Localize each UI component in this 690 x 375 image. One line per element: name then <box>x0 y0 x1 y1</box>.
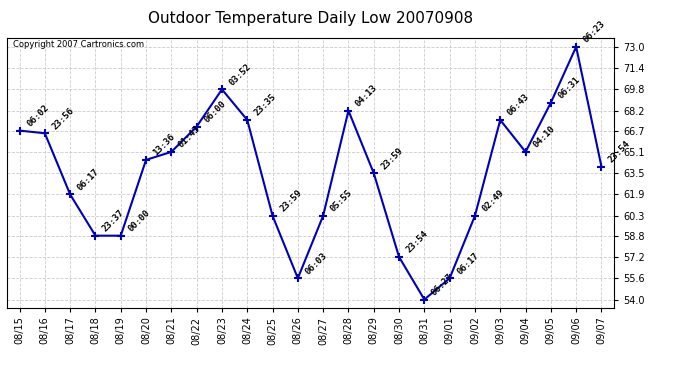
Text: 06:03: 06:03 <box>304 251 328 276</box>
Text: 04:10: 04:10 <box>531 124 556 150</box>
Text: 06:17: 06:17 <box>76 167 101 192</box>
Text: 06:17: 06:17 <box>455 251 480 276</box>
Text: 23:56: 23:56 <box>50 106 76 131</box>
Text: 05:55: 05:55 <box>328 188 354 213</box>
Text: 23:35: 23:35 <box>253 92 278 118</box>
Text: 06:27: 06:27 <box>430 272 455 297</box>
Text: Copyright 2007 Cartronics.com: Copyright 2007 Cartronics.com <box>13 40 144 49</box>
Text: 23:59: 23:59 <box>278 188 304 213</box>
Text: Outdoor Temperature Daily Low 20070908: Outdoor Temperature Daily Low 20070908 <box>148 11 473 26</box>
Text: 06:00: 06:00 <box>202 99 228 124</box>
Text: 06:23: 06:23 <box>582 19 607 45</box>
Text: 06:02: 06:02 <box>25 103 50 128</box>
Text: 04:13: 04:13 <box>354 83 380 108</box>
Text: 23:54: 23:54 <box>404 230 430 255</box>
Text: 00:00: 00:00 <box>126 208 152 234</box>
Text: 02:49: 02:49 <box>480 188 506 213</box>
Text: 01:43: 01:43 <box>177 124 202 150</box>
Text: 03:52: 03:52 <box>228 62 253 87</box>
Text: 23:37: 23:37 <box>101 208 126 234</box>
Text: 23:54: 23:54 <box>607 139 632 164</box>
Text: 06:31: 06:31 <box>556 75 582 100</box>
Text: 13:36: 13:36 <box>152 132 177 158</box>
Text: 06:43: 06:43 <box>506 92 531 118</box>
Text: 23:59: 23:59 <box>380 146 404 171</box>
